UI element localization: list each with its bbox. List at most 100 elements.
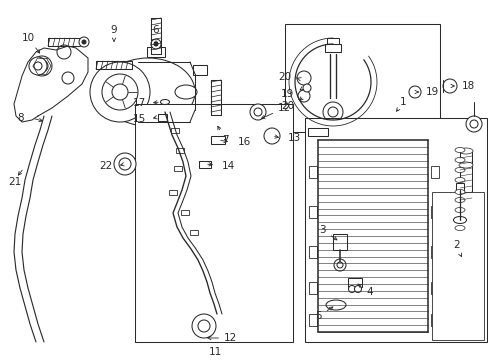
Circle shape xyxy=(34,62,42,70)
Text: 18: 18 xyxy=(461,81,474,91)
Text: 13: 13 xyxy=(287,133,301,143)
Ellipse shape xyxy=(101,58,195,126)
Circle shape xyxy=(442,79,456,93)
Bar xyxy=(430,314,438,326)
Text: 6: 6 xyxy=(152,25,159,45)
Bar xyxy=(430,166,438,178)
Ellipse shape xyxy=(454,198,464,202)
Circle shape xyxy=(151,39,161,49)
Bar xyxy=(308,206,316,218)
Bar xyxy=(147,47,164,57)
Bar xyxy=(430,246,438,258)
Circle shape xyxy=(465,116,481,132)
Circle shape xyxy=(57,45,71,59)
Ellipse shape xyxy=(458,162,472,168)
Bar xyxy=(459,150,471,206)
Text: 4: 4 xyxy=(357,284,372,297)
Circle shape xyxy=(36,60,48,72)
Circle shape xyxy=(264,128,280,144)
Circle shape xyxy=(253,108,262,116)
Bar xyxy=(193,65,206,75)
Circle shape xyxy=(112,84,128,100)
Circle shape xyxy=(90,62,150,122)
Circle shape xyxy=(198,320,209,332)
Ellipse shape xyxy=(454,189,464,194)
Ellipse shape xyxy=(454,177,464,183)
Bar xyxy=(181,210,189,215)
Text: 15: 15 xyxy=(132,114,146,124)
Circle shape xyxy=(296,71,310,85)
Circle shape xyxy=(303,84,310,92)
Circle shape xyxy=(214,118,218,122)
Circle shape xyxy=(469,120,477,128)
Bar xyxy=(308,246,316,258)
Text: 14: 14 xyxy=(222,161,235,171)
Ellipse shape xyxy=(454,225,464,230)
Bar xyxy=(169,189,177,194)
Text: 11: 11 xyxy=(208,347,221,357)
Bar xyxy=(193,109,206,119)
Ellipse shape xyxy=(454,148,464,153)
Circle shape xyxy=(82,40,86,44)
Ellipse shape xyxy=(452,216,466,224)
Circle shape xyxy=(323,102,342,122)
Bar xyxy=(210,136,224,144)
Text: 21: 21 xyxy=(8,177,21,187)
Bar xyxy=(135,104,292,342)
Bar xyxy=(430,282,438,294)
Text: 10: 10 xyxy=(21,33,40,53)
Text: 16: 16 xyxy=(238,137,251,147)
Ellipse shape xyxy=(454,158,464,162)
Circle shape xyxy=(297,90,309,102)
Circle shape xyxy=(336,262,342,268)
Bar xyxy=(199,161,210,167)
Bar xyxy=(308,314,316,326)
Bar xyxy=(305,118,486,342)
Circle shape xyxy=(192,314,216,338)
Text: 20: 20 xyxy=(280,101,293,111)
Circle shape xyxy=(79,37,89,47)
Circle shape xyxy=(29,57,47,75)
Bar xyxy=(326,38,338,44)
Ellipse shape xyxy=(454,167,464,172)
Text: 8: 8 xyxy=(18,113,24,123)
Text: 20: 20 xyxy=(277,72,290,82)
Circle shape xyxy=(408,86,420,98)
Text: 19: 19 xyxy=(425,87,438,97)
Circle shape xyxy=(327,107,337,117)
Bar xyxy=(431,192,483,340)
Ellipse shape xyxy=(458,148,472,154)
Bar xyxy=(157,113,166,121)
Text: 7: 7 xyxy=(217,126,228,145)
Bar xyxy=(308,282,316,294)
Circle shape xyxy=(348,285,355,292)
Circle shape xyxy=(32,56,52,76)
Text: 12: 12 xyxy=(207,333,237,343)
Bar xyxy=(430,206,438,218)
Text: 19: 19 xyxy=(280,89,293,99)
Text: 3: 3 xyxy=(319,225,336,240)
Text: 9: 9 xyxy=(110,25,117,41)
Circle shape xyxy=(354,285,361,292)
Bar xyxy=(347,278,361,287)
Circle shape xyxy=(249,104,265,120)
Circle shape xyxy=(62,72,74,84)
Bar xyxy=(285,24,439,132)
Ellipse shape xyxy=(175,85,197,99)
Bar xyxy=(332,234,346,250)
Bar xyxy=(190,230,198,234)
Ellipse shape xyxy=(160,99,169,104)
Circle shape xyxy=(333,259,346,271)
Circle shape xyxy=(114,153,136,175)
Circle shape xyxy=(102,74,138,110)
Bar xyxy=(171,127,179,132)
Text: 22: 22 xyxy=(100,161,113,171)
Text: 2: 2 xyxy=(452,240,461,257)
Text: 17: 17 xyxy=(132,98,146,108)
Bar xyxy=(176,148,183,153)
Ellipse shape xyxy=(325,300,346,310)
Ellipse shape xyxy=(454,207,464,212)
Text: 12: 12 xyxy=(261,103,291,119)
Bar xyxy=(325,44,340,52)
Bar xyxy=(307,128,327,136)
